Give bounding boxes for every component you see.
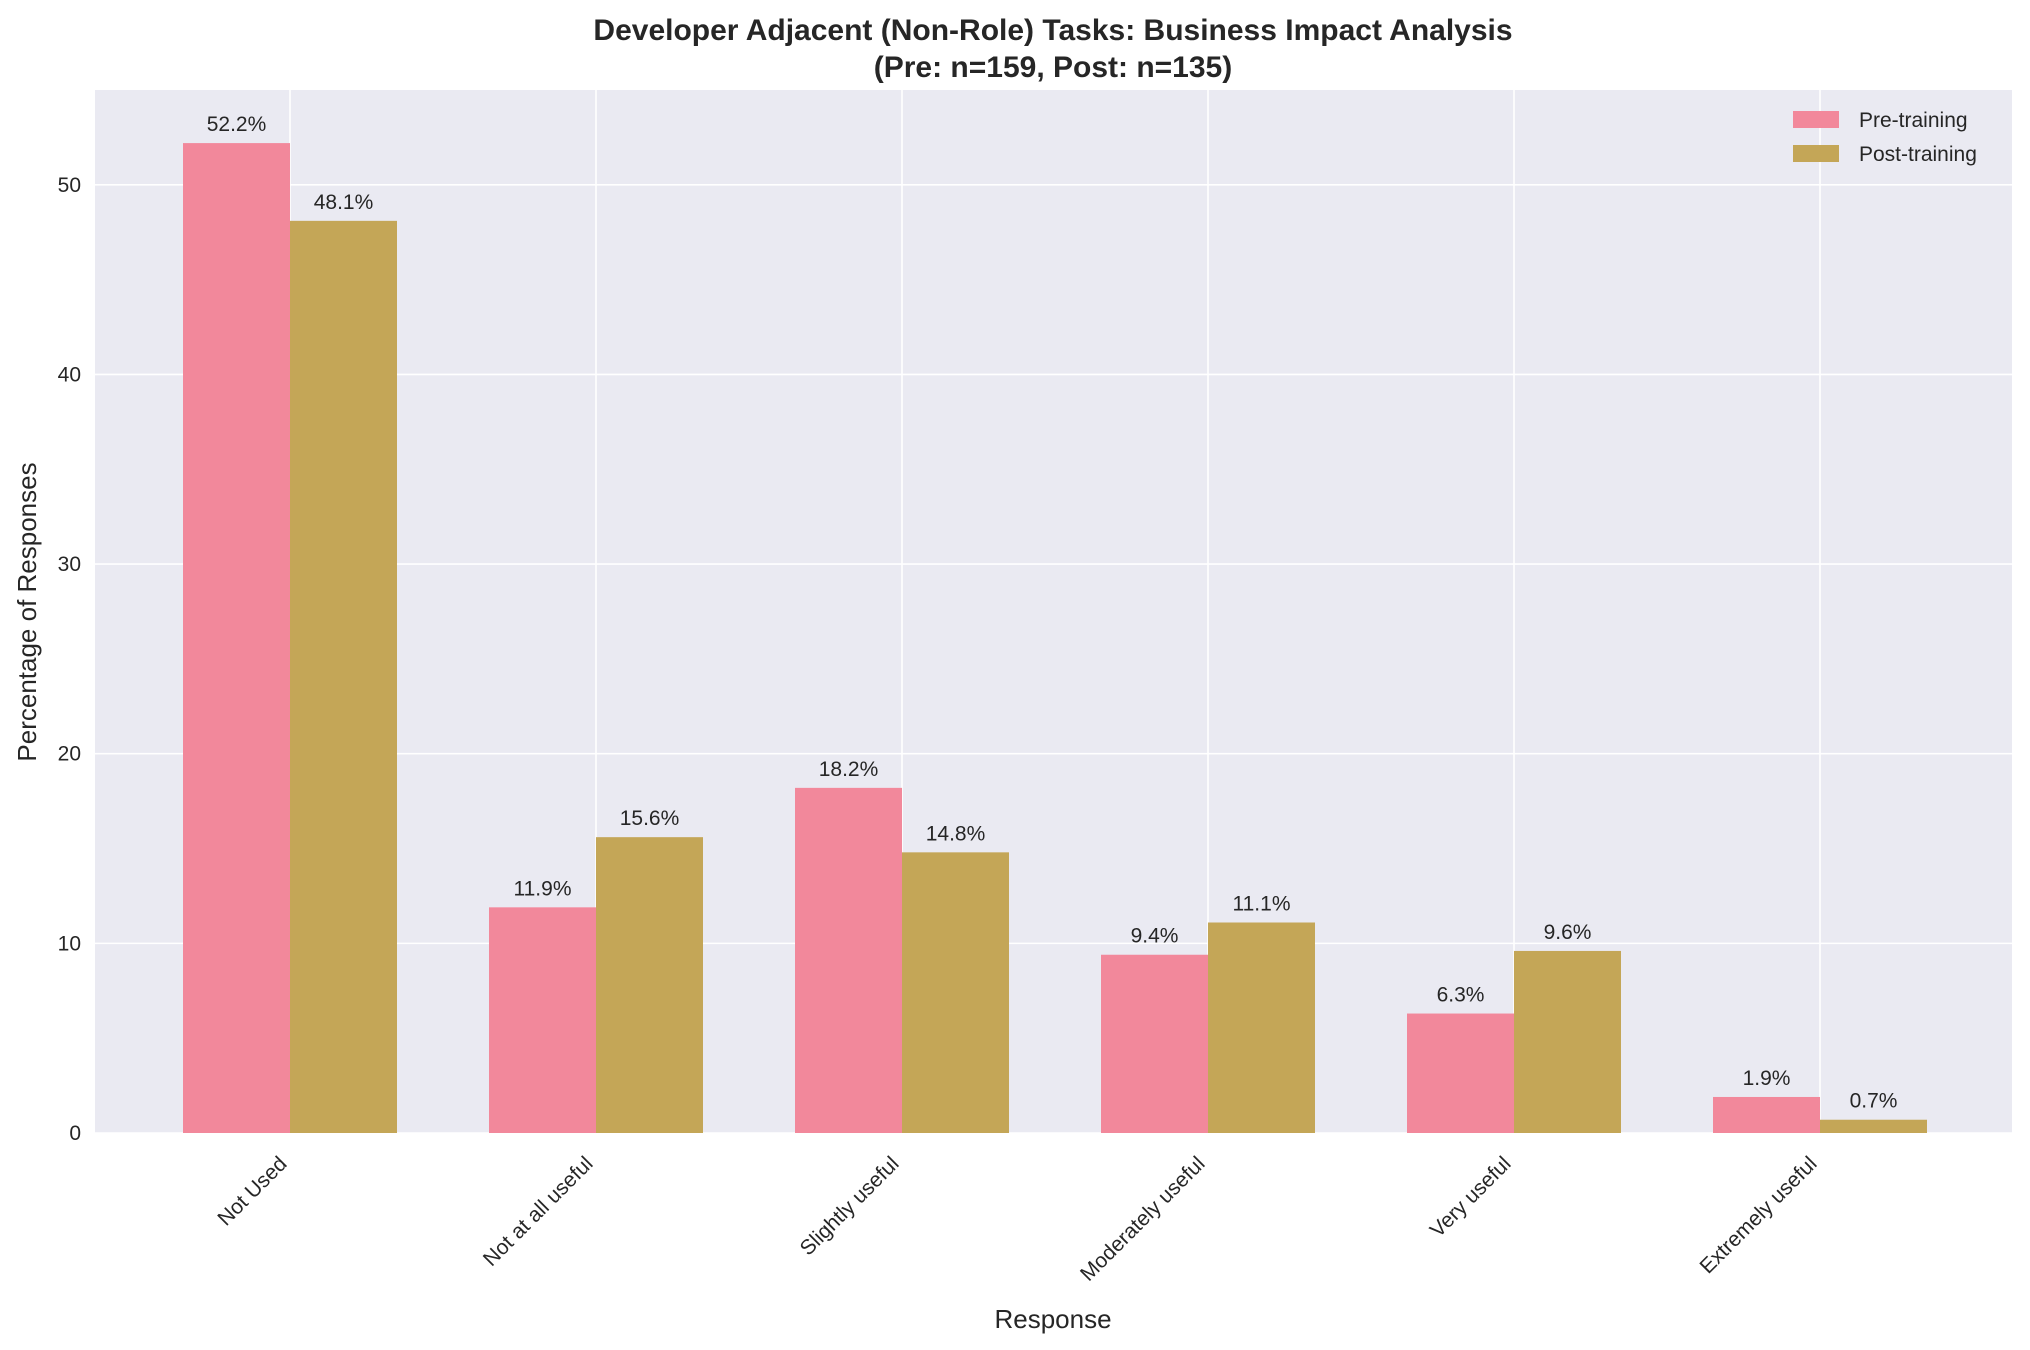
- data-label: 6.3%: [1437, 984, 1485, 1007]
- y-tick-label: 0: [69, 1122, 81, 1145]
- bar-pre-4: [1407, 1013, 1514, 1133]
- data-label: 11.1%: [1233, 893, 1291, 916]
- data-label: 1.9%: [1743, 1067, 1791, 1090]
- legend-label-pre: Pre-training: [1859, 109, 1968, 132]
- bar-post-5: [1820, 1119, 1927, 1133]
- bar-post-3: [1208, 922, 1315, 1133]
- x-tick-label: Not Used: [213, 1152, 291, 1230]
- y-tick-label: 30: [58, 553, 81, 576]
- legend-swatch-pre: [1793, 111, 1839, 128]
- data-label: 15.6%: [620, 807, 680, 830]
- y-tick-label: 10: [58, 932, 81, 955]
- data-label: 48.1%: [314, 191, 374, 214]
- bar-pre-0: [183, 143, 290, 1134]
- data-label: 11.9%: [514, 877, 572, 900]
- x-axis-label: Response: [994, 1304, 1111, 1334]
- plot-area: 0 10 20 30 40 50 52.2% 11.9% 18.2% 9.4% 6.3% 1.9% 48…: [58, 90, 2012, 1286]
- bar-post-2: [902, 852, 1009, 1133]
- data-label: 0.7%: [1850, 1090, 1898, 1113]
- plot-background: [95, 90, 2012, 1133]
- x-tick-label: Very useful: [1426, 1152, 1516, 1242]
- y-tick-label: 50: [58, 174, 81, 197]
- bar-post-1: [596, 837, 703, 1133]
- y-axis-label: Percentage of Responses: [12, 462, 42, 761]
- data-label: 52.2%: [207, 113, 267, 136]
- data-label: 9.6%: [1544, 921, 1592, 944]
- x-tick-label: Moderately useful: [1076, 1152, 1209, 1285]
- bar-post-4: [1514, 950, 1621, 1133]
- chart-subtitle: (Pre: n=159, Post: n=135): [874, 51, 1232, 84]
- data-label: 14.8%: [926, 822, 986, 845]
- bar-pre-1: [489, 907, 596, 1133]
- legend-label-post: Post-training: [1859, 143, 1977, 166]
- y-tick-label: 20: [58, 743, 81, 766]
- data-label: 18.2%: [819, 758, 879, 781]
- bar-post-0: [290, 220, 397, 1133]
- x-tick-label: Slightly useful: [796, 1152, 904, 1260]
- y-tick-label: 40: [58, 363, 81, 386]
- legend: Pre-training Post-training: [1793, 109, 1977, 166]
- bar-pre-3: [1101, 954, 1208, 1133]
- chart-title: Developer Adjacent (Non-Role) Tasks: Bus…: [593, 14, 1512, 47]
- x-tick-label: Not at all useful: [479, 1152, 598, 1271]
- x-tick-label: Extremely useful: [1696, 1152, 1822, 1278]
- legend-swatch-post: [1793, 145, 1839, 162]
- data-label: 9.4%: [1131, 925, 1179, 948]
- bar-pre-5: [1713, 1096, 1820, 1133]
- bar-pre-2: [795, 787, 902, 1133]
